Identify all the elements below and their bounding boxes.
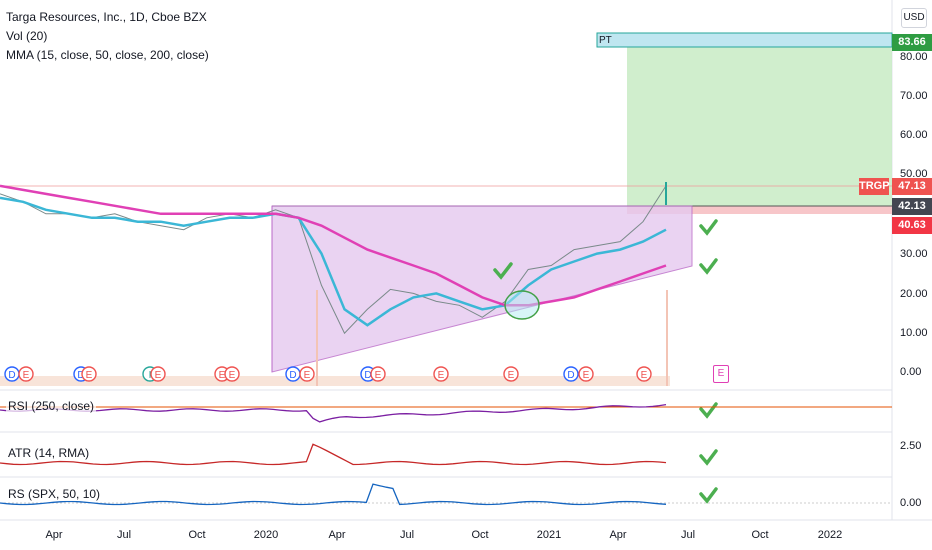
svg-text:E: E [304,370,311,381]
svg-text:E: E [375,370,382,381]
earnings-marker[interactable]: E [299,366,315,382]
symbol-title: Targa Resources, Inc., 1D, Cboe BZX [6,10,207,24]
rsi-series [0,403,667,423]
svg-text:E: E [86,370,93,381]
svg-text:D: D [364,370,371,381]
time-tick: 2021 [537,529,561,541]
earnings-marker[interactable]: D [563,366,579,382]
svg-text:E: E [508,370,515,381]
price-tick: 60.00 [900,129,928,141]
rs-series [0,483,667,506]
earnings-marker[interactable]: D [4,366,20,382]
price-tick: 50.00 [900,168,928,180]
time-tick: Jul [400,529,414,541]
time-tick: Jul [117,529,131,541]
time-tick: Apr [328,529,345,541]
target-price-tag: 83.66 [892,34,932,51]
ma-fast-series [0,196,667,327]
svg-text:D: D [567,370,574,381]
time-tick: Apr [609,529,626,541]
atr-series [0,443,667,466]
svg-text:E: E [229,370,236,381]
earnings-marker[interactable]: E [503,366,519,382]
rs-label: RS (SPX, 50, 10) [6,487,103,501]
svg-text:I: I [149,370,152,381]
time-tick: Oct [188,529,205,541]
price-tick: 80.00 [900,51,928,63]
svg-text:D: D [289,370,296,381]
future-earnings-marker[interactable]: E [713,365,729,383]
rs-tick: 0.00 [900,497,922,509]
svg-text:E: E [219,370,226,381]
last-price-tag: 47.13 [892,178,932,195]
ma-legend: MMA (15, close, 50, close, 200, close) [6,48,209,62]
atr-tick: 2.50 [900,440,922,452]
stop-zone[interactable] [627,206,892,214]
time-tick: 2020 [254,529,278,541]
earnings-marker[interactable]: E [224,366,240,382]
time-tick: Oct [751,529,768,541]
earnings-marker[interactable]: E [433,366,449,382]
volume-band [0,376,670,386]
time-tick: Oct [471,529,488,541]
time-tick: 2022 [818,529,842,541]
svg-text:E: E [583,370,590,381]
time-tick: Jul [681,529,695,541]
svg-text:D: D [77,370,84,381]
price-tick: 70.00 [900,90,928,102]
earnings-marker[interactable]: E [370,366,386,382]
level-price-tag: 42.13 [892,198,932,215]
crossover-highlight[interactable] [504,290,540,320]
price-series [0,185,667,335]
entry-price-tag: 40.63 [892,217,932,234]
ma-slow-series [0,184,667,307]
earnings-marker[interactable]: E [18,366,34,382]
svg-text:E: E [155,370,162,381]
price-tick: 10.00 [900,327,928,339]
price-tick: 0.00 [900,366,922,378]
earnings-marker[interactable]: E [636,366,652,382]
atr-label: ATR (14, RMA) [6,446,92,460]
rsi-label: RSI (250, close) [6,399,97,413]
svg-text:E: E [641,370,648,381]
earnings-marker[interactable]: E [150,366,166,382]
svg-text:D: D [8,370,15,381]
price-tick: 20.00 [900,288,928,300]
target-label-box[interactable] [596,32,893,48]
earnings-marker[interactable]: E [578,366,594,382]
target-label: PT [599,35,612,46]
svg-text:E: E [438,370,445,381]
volume-legend: Vol (20) [6,29,48,43]
earnings-marker[interactable]: D [285,366,301,382]
check-icon [493,219,718,504]
svg-text:E: E [23,370,30,381]
earnings-marker[interactable]: E [81,366,97,382]
ticker-tag: TRGP [859,178,890,195]
time-tick: Apr [45,529,62,541]
price-tick: 30.00 [900,248,928,260]
target-zone[interactable] [627,40,892,206]
currency-button[interactable]: USD [901,8,927,28]
